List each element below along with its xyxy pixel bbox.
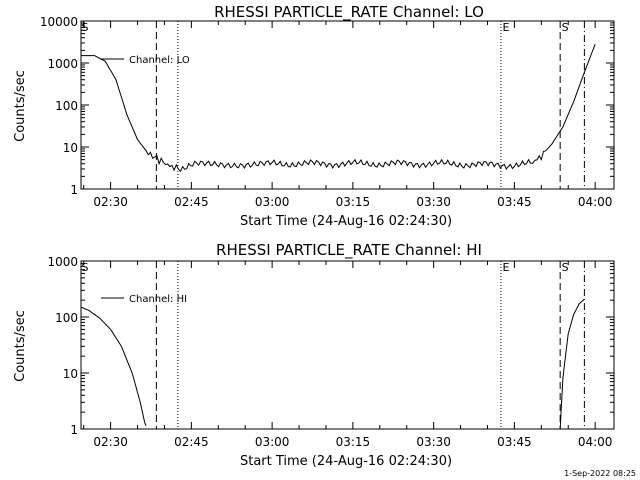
lo-y-tick-label: 1: [70, 183, 78, 197]
lo-x-tick-label: 02:45: [174, 195, 209, 209]
lo-x-tick-label: 03:15: [336, 195, 371, 209]
lo-series-line: [81, 44, 596, 173]
lo-y-axis-label: Counts/sec: [13, 70, 28, 142]
hi-x-tick-label: 02:45: [174, 435, 209, 449]
hi-x-tick-label: 04:00: [578, 435, 613, 449]
lo-marker-label: E: [502, 21, 509, 34]
lo-plot-frame: [80, 20, 615, 190]
hi-y-tick-label: 1000: [47, 255, 78, 269]
lo-y-tick-label: 10: [63, 141, 78, 155]
hi-chart-title: RHESSI PARTICLE_RATE Channel: HI: [216, 241, 482, 260]
hi-y-tick-label: 10: [63, 367, 78, 381]
hi-x-tick-label: 03:15: [336, 435, 371, 449]
lo-y-tick-label: 1000: [47, 57, 78, 71]
hi-marker-label: S: [562, 261, 569, 274]
hi-x-axis-label: Start Time (24-Aug-16 02:24:30): [240, 454, 452, 469]
hi-y-tick-label: 100: [55, 311, 78, 325]
lo-x-tick-label: 03:30: [416, 195, 451, 209]
lo-x-tick-label: 03:00: [255, 195, 290, 209]
hi-marker-label: E: [502, 261, 509, 274]
hi-x-tick-label: 03:00: [255, 435, 290, 449]
hi-y-axis-label: Counts/sec: [13, 310, 28, 382]
hi-x-tick-label: 02:30: [93, 435, 128, 449]
lo-marker-label: S: [562, 21, 569, 34]
hi-legend-label: Channel: HI: [129, 294, 187, 305]
hi-channel-panel: RHESSI PARTICLE_RATE Channel: HI Start T…: [13, 241, 615, 469]
lo-x-tick-label: 04:00: [578, 195, 613, 209]
lo-legend-label: Channel: LO: [129, 55, 190, 66]
hi-marker-label: S: [82, 261, 89, 274]
hi-plot-frame: [80, 260, 615, 430]
lo-y-tick-label: 10000: [40, 15, 78, 29]
lo-y-tick-label: 100: [55, 99, 78, 113]
lo-chart-title: RHESSI PARTICLE_RATE Channel: LO: [214, 3, 484, 22]
hi-y-tick-label: 1: [70, 423, 78, 437]
lo-marker-label: S: [82, 21, 89, 34]
hi-x-tick-label: 03:30: [416, 435, 451, 449]
lo-x-axis-label: Start Time (24-Aug-16 02:24:30): [240, 214, 452, 229]
print-timestamp: 1-Sep-2022 08:25: [564, 469, 636, 478]
lo-x-tick-label: 02:30: [93, 195, 128, 209]
hi-x-tick-label: 03:45: [497, 435, 532, 449]
lo-channel-panel: RHESSI PARTICLE_RATE Channel: LO Start T…: [13, 3, 615, 229]
lo-x-tick-label: 03:45: [497, 195, 532, 209]
hi-series-line: [80, 298, 585, 430]
